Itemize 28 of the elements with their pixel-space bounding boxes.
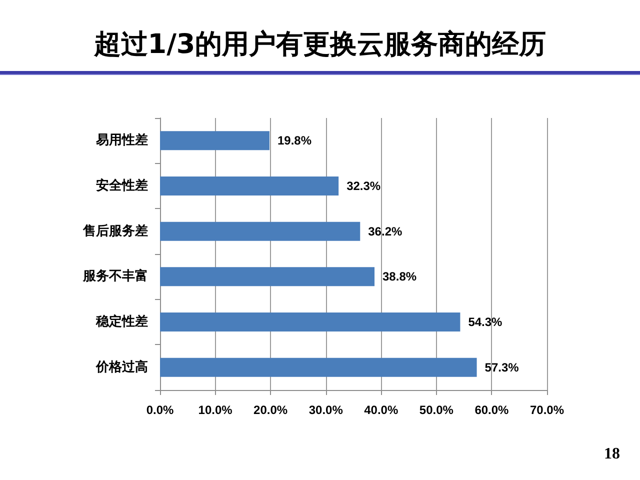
y-tick-label: 稳定性差 [95, 314, 148, 330]
x-tick-label: 40.0% [364, 403, 398, 417]
x-tick-label: 0.0% [146, 403, 174, 417]
x-tick-label: 30.0% [308, 403, 344, 417]
bar [160, 131, 270, 150]
data-label: 19.8% [277, 134, 312, 148]
data-label: 57.3% [484, 360, 520, 374]
x-tick-label: 70.0% [530, 403, 564, 417]
data-label: 38.8% [382, 270, 417, 284]
bar [160, 312, 460, 332]
data-label: 36.2% [368, 224, 402, 238]
x-tick-label: 60.0% [474, 403, 510, 417]
bar [160, 358, 477, 377]
text: 18 [604, 446, 620, 462]
y-tick-label: 安全性差 [96, 178, 148, 194]
y-tick-label: 易用性差 [95, 133, 148, 148]
bar [160, 222, 360, 241]
data-label: 54.3% [468, 315, 503, 329]
y-tick-label: 服务不丰富 [82, 268, 148, 284]
y-tick-label: 售后服务差 [82, 222, 148, 239]
data-label: 32.3% [346, 179, 381, 193]
bar [160, 267, 375, 286]
x-tick-label: 20.0% [254, 403, 288, 417]
chart-title: 超过1/3的用户有更换云服务商的经历 [92, 29, 546, 60]
bar [160, 176, 339, 196]
y-tick-label: 价格过高 [95, 358, 148, 375]
x-tick-label: 10.0% [198, 403, 233, 417]
x-tick-label: 50.0% [419, 403, 454, 417]
